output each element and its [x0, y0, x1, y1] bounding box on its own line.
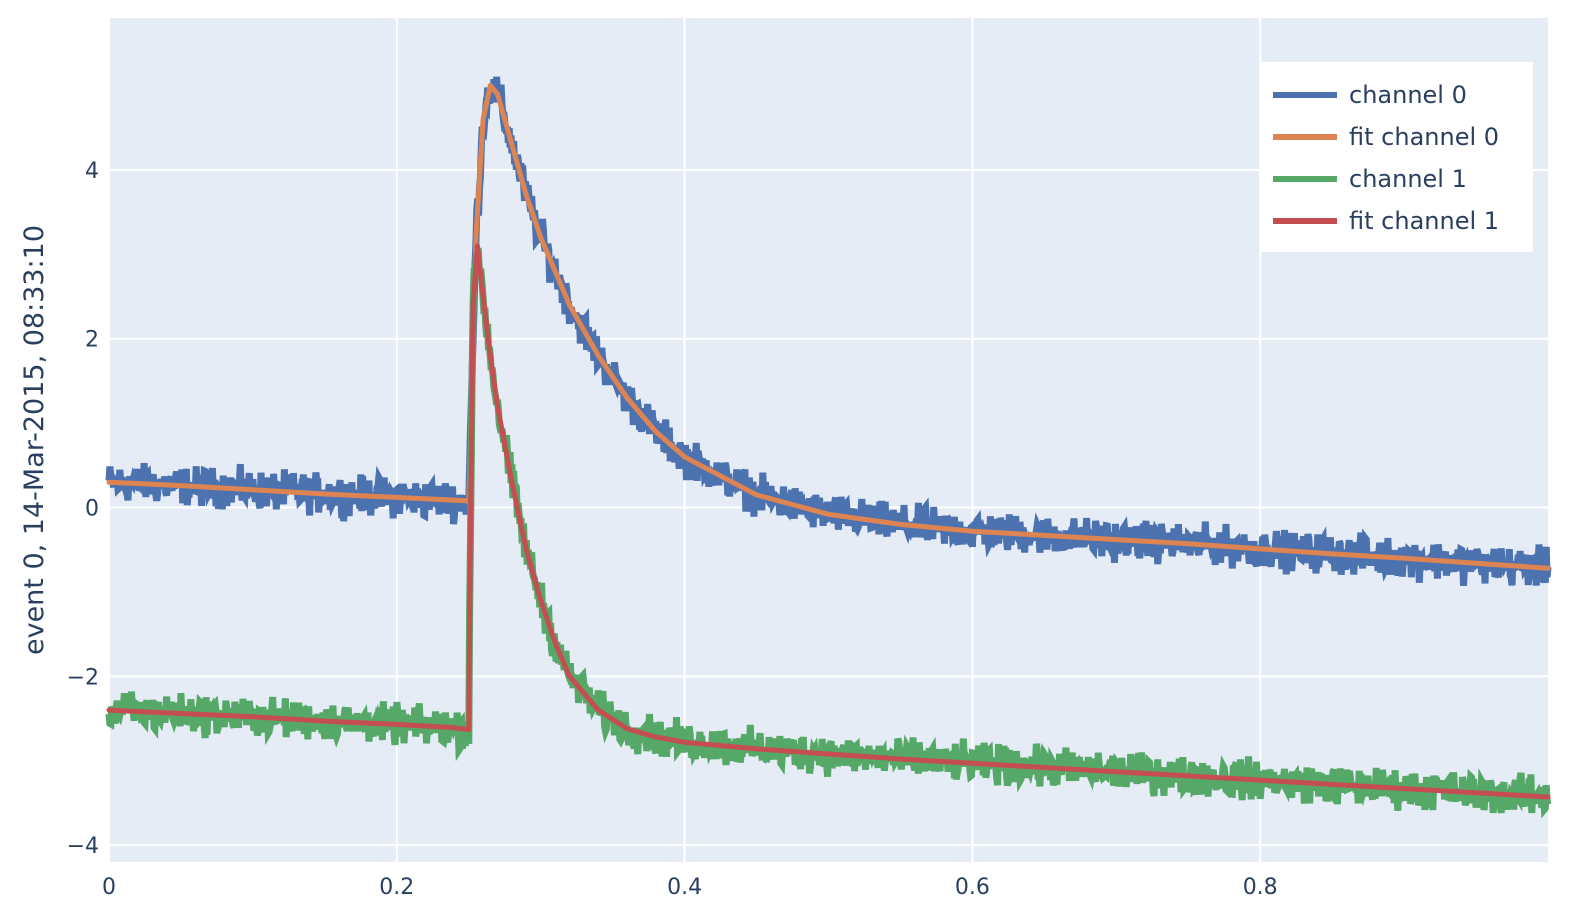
series-line-channel-1 [105, 247, 1552, 819]
legend-label: fit channel 1 [1349, 207, 1499, 235]
y-tick-label: −4 [67, 834, 99, 859]
legend-label: channel 0 [1349, 81, 1467, 109]
x-tick-label: 0 [102, 875, 116, 900]
x-tick-label: 0.2 [379, 875, 414, 900]
series-line-channel-0 [105, 76, 1552, 586]
series-line-fit-channel-0 [106, 83, 1551, 571]
x-tick-label: 0.8 [1243, 875, 1278, 900]
x-tick-label: 0.4 [667, 875, 702, 900]
y-tick-label: 2 [85, 328, 99, 353]
y-axis-title: event 0, 14-Mar-2015, 08:33:10 [19, 225, 50, 655]
legend[interactable]: channel 0 fit channel 0 channel 1 fit chann… [1259, 62, 1533, 252]
y-tick-label: −2 [67, 665, 99, 690]
series-line-fit-channel-1 [106, 243, 1551, 800]
x-tick-label: 0.6 [955, 875, 990, 900]
y-axis-ticks: −4 −2 0 2 4 [67, 159, 99, 859]
legend-label: channel 1 [1349, 165, 1467, 193]
y-tick-label: 0 [85, 497, 99, 522]
series-layer [105, 76, 1552, 819]
y-tick-label: 4 [85, 159, 99, 184]
x-axis-ticks: 0 0.2 0.4 0.6 0.8 [102, 875, 1278, 900]
legend-label: fit channel 0 [1349, 123, 1499, 151]
